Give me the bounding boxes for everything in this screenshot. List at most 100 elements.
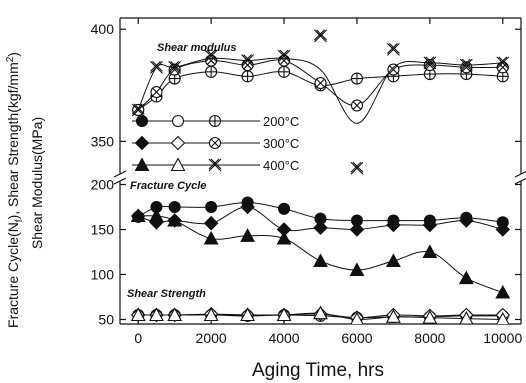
marker-stroke xyxy=(243,54,254,66)
data-point xyxy=(168,200,181,214)
data-point xyxy=(277,65,291,78)
marker-stroke xyxy=(314,29,325,41)
annotations: Shear modulus Fracture Cycle Shear Stren… xyxy=(127,42,236,300)
data-point xyxy=(350,99,364,112)
data-point xyxy=(459,58,473,72)
legend-marker xyxy=(208,114,222,128)
series-shear_strength-400 xyxy=(130,305,510,324)
marker-stroke xyxy=(423,56,435,68)
data-point xyxy=(240,228,256,242)
marker-stroke xyxy=(277,49,289,61)
marker-stroke xyxy=(461,58,473,70)
legend-marker xyxy=(208,158,222,172)
data-point xyxy=(276,230,292,245)
marker-stroke xyxy=(279,56,289,65)
data-point xyxy=(313,253,328,268)
data-point xyxy=(203,215,219,231)
data-point xyxy=(459,310,474,324)
axis-break-mark xyxy=(514,170,526,178)
y-tick-label: 200 xyxy=(91,177,115,193)
series-fracture_cycle-400 xyxy=(130,208,511,299)
series-layer xyxy=(130,29,511,324)
y-tick-label: 100 xyxy=(91,267,115,283)
legend-label: 400°C xyxy=(263,158,299,173)
y-axis-title-part: Fracture Cycle(N xyxy=(5,222,21,328)
data-point xyxy=(149,208,164,223)
marker-stroke xyxy=(352,161,364,173)
marker-stroke xyxy=(206,49,218,61)
legend-marker xyxy=(134,135,150,151)
axis-break-mark xyxy=(514,177,526,185)
series-shear_modulus-400 xyxy=(131,29,510,175)
legend-marker xyxy=(134,157,150,172)
marker-stroke xyxy=(459,58,471,70)
marker-stroke xyxy=(208,158,220,170)
plot-frame xyxy=(113,17,526,325)
marker-stroke xyxy=(352,101,362,110)
data-point xyxy=(422,217,438,233)
data-point xyxy=(203,307,219,322)
data-point xyxy=(385,309,401,323)
data-point xyxy=(459,213,474,228)
marker-stroke xyxy=(152,87,161,97)
legend-label: 200°C xyxy=(263,114,299,129)
y-tick-label: 50 xyxy=(98,312,114,328)
y-tick-label: 400 xyxy=(91,21,115,37)
data-point xyxy=(313,305,328,320)
data-point xyxy=(241,70,254,83)
marker-stroke xyxy=(210,158,222,170)
series-shear_modulus-200 xyxy=(132,65,509,117)
data-point xyxy=(314,29,327,43)
marker-stroke xyxy=(389,43,400,54)
data-point xyxy=(240,199,255,215)
y-axis-title-part: ), Shear Strength(kgf/mm xyxy=(5,62,21,219)
marker-stroke xyxy=(204,49,218,63)
data-point xyxy=(204,49,218,63)
marker-stroke xyxy=(243,60,252,70)
data-point xyxy=(458,270,474,285)
data-point xyxy=(313,220,328,235)
data-point xyxy=(130,307,146,322)
legend-entry-200: 200°C xyxy=(132,114,299,129)
marker-stroke xyxy=(496,56,508,68)
marker-stroke xyxy=(241,54,254,68)
y-axis-title-part: ) xyxy=(5,52,21,57)
marker-stroke xyxy=(150,60,161,72)
data-point xyxy=(241,59,254,72)
data-point xyxy=(496,56,510,70)
data-point xyxy=(277,49,291,63)
marker-stroke xyxy=(350,161,364,175)
marker-stroke xyxy=(498,62,508,72)
data-point xyxy=(131,103,145,117)
marker-stroke xyxy=(387,43,398,54)
data-point xyxy=(205,200,218,214)
legend: 200°C 300°C 400°C xyxy=(132,114,299,173)
y-tick-label: 150 xyxy=(91,222,115,238)
x-tick-label: 0 xyxy=(134,330,142,346)
x-tick-label: 2000 xyxy=(196,330,227,346)
data-point xyxy=(422,244,438,259)
marker-stroke xyxy=(241,54,252,66)
data-point xyxy=(423,56,437,70)
marker-stroke xyxy=(131,103,145,117)
marker-stroke xyxy=(150,60,163,74)
marker-stroke xyxy=(459,58,473,72)
data-point xyxy=(276,307,292,322)
data-point xyxy=(350,72,364,85)
y-axis-title-subscript: f xyxy=(14,219,25,222)
marker-stroke xyxy=(279,49,291,61)
data-point xyxy=(386,217,401,233)
data-point xyxy=(167,307,183,322)
marker-stroke xyxy=(152,60,163,72)
legend-marker xyxy=(170,157,186,172)
data-point xyxy=(422,310,438,324)
annotation-fracture-cycle: Fracture Cycle xyxy=(130,180,206,192)
y-tick-label: 350 xyxy=(91,133,115,149)
marker-stroke xyxy=(496,56,510,70)
marker-stroke xyxy=(208,158,222,172)
x-tick-label: 10000 xyxy=(483,330,522,346)
data-point xyxy=(349,262,365,277)
data-point xyxy=(203,230,219,245)
data-point xyxy=(495,284,511,299)
data-point xyxy=(385,253,401,268)
